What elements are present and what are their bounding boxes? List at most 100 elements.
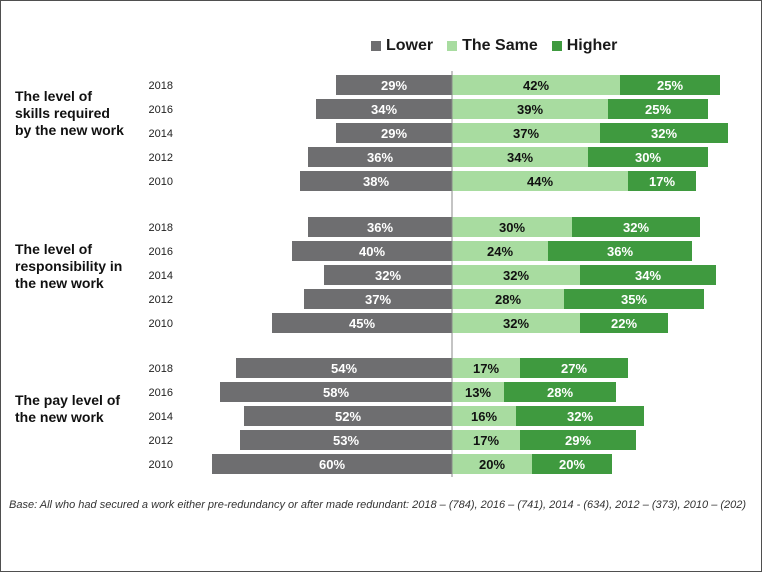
bar-label-lower: 36% <box>367 220 393 235</box>
bar-label-higher: 28% <box>547 385 573 400</box>
bar-same <box>452 289 564 309</box>
legend-item-higher: Higher <box>551 37 618 55</box>
bar-label-higher: 20% <box>559 457 585 472</box>
bar-same <box>452 171 628 191</box>
bar-label-lower: 53% <box>333 433 359 448</box>
bar-label-higher: 34% <box>635 268 661 283</box>
bar-higher <box>516 406 644 426</box>
bar-label-same: 17% <box>473 361 499 376</box>
bar-label-same: 42% <box>523 78 549 93</box>
bar-label-higher: 35% <box>621 292 647 307</box>
bar-higher <box>580 265 716 285</box>
bar-label-same: 34% <box>507 150 533 165</box>
bar-higher <box>628 171 696 191</box>
bar-label-same: 30% <box>499 220 525 235</box>
bar-label-same: 24% <box>487 244 513 259</box>
year-label: 2018 <box>149 80 173 92</box>
legend: Lower The Same Higher <box>371 37 617 55</box>
bar-lower <box>336 75 452 95</box>
year-label: 2014 <box>149 128 173 140</box>
legend-item-same: The Same <box>447 37 538 55</box>
bar-same <box>452 241 548 261</box>
bar-same <box>452 99 608 119</box>
year-label: 2014 <box>149 411 173 423</box>
year-label: 2014 <box>149 270 173 282</box>
legend-label-same: The Same <box>462 37 538 54</box>
bar-label-higher: 32% <box>567 409 593 424</box>
bar-label-higher: 32% <box>651 126 677 141</box>
bar-lower <box>292 241 452 261</box>
bar-lower <box>220 382 452 402</box>
legend-label-lower: Lower <box>386 37 434 54</box>
bar-lower <box>244 406 452 426</box>
bar-higher <box>548 241 692 261</box>
bar-same <box>452 454 532 474</box>
bar-lower <box>272 313 452 333</box>
legend-swatch-lower <box>371 41 381 51</box>
year-label: 2010 <box>149 176 173 188</box>
bar-lower <box>300 171 452 191</box>
bar-higher <box>532 454 612 474</box>
bar-label-lower: 60% <box>319 457 345 472</box>
year-label: 2018 <box>149 222 173 234</box>
bar-lower <box>212 454 452 474</box>
bar-same <box>452 382 504 402</box>
bar-label-lower: 40% <box>359 244 385 259</box>
bar-same <box>452 313 580 333</box>
legend-item-lower: Lower <box>371 37 433 55</box>
bar-label-higher: 25% <box>657 78 683 93</box>
bar-label-same: 32% <box>503 316 529 331</box>
bar-higher <box>588 147 708 167</box>
bar-label-same: 28% <box>495 292 521 307</box>
year-label: 2012 <box>149 435 173 447</box>
year-label: 2012 <box>149 152 173 164</box>
group-label-responsibility: The level of responsibility in the new w… <box>15 241 123 291</box>
bar-label-higher: 32% <box>623 220 649 235</box>
bar-same <box>452 430 520 450</box>
bar-lower <box>324 265 452 285</box>
legend-label-higher: Higher <box>566 37 618 54</box>
bar-same <box>452 147 588 167</box>
bar-same <box>452 265 580 285</box>
bar-label-lower: 29% <box>381 126 407 141</box>
bar-lower <box>236 358 452 378</box>
bar-lower <box>308 217 452 237</box>
year-label: 2010 <box>149 318 173 330</box>
bar-higher <box>608 99 708 119</box>
bar-same <box>452 406 516 426</box>
bar-label-higher: 25% <box>645 102 671 117</box>
bar-label-higher: 30% <box>635 150 661 165</box>
bar-same <box>452 123 600 143</box>
bar-lower <box>336 123 452 143</box>
bar-label-lower: 32% <box>375 268 401 283</box>
bar-lower <box>308 147 452 167</box>
bar-label-higher: 29% <box>565 433 591 448</box>
bar-label-higher: 17% <box>649 174 675 189</box>
group-label-skills: The level of skills required by the new … <box>15 88 124 138</box>
bar-label-lower: 58% <box>323 385 349 400</box>
bar-higher <box>504 382 616 402</box>
bar-label-lower: 52% <box>335 409 361 424</box>
bar-same <box>452 217 572 237</box>
bar-label-lower: 37% <box>365 292 391 307</box>
bar-label-lower: 54% <box>331 361 357 376</box>
year-label: 2016 <box>149 246 173 258</box>
bar-higher <box>520 430 636 450</box>
bar-label-same: 32% <box>503 268 529 283</box>
bar-label-higher: 27% <box>561 361 587 376</box>
bar-label-same: 13% <box>465 385 491 400</box>
year-label: 2018 <box>149 363 173 375</box>
year-label: 2016 <box>149 387 173 399</box>
bar-higher <box>520 358 628 378</box>
bar-label-same: 17% <box>473 433 499 448</box>
footnote: Base: All who had secured a work either … <box>9 499 747 511</box>
diverging-bar-chart: 2018 29% 42% 25% 2016 34% 39% 25% 2014 29% 37% 32% 2… <box>149 71 728 477</box>
legend-swatch-higher <box>551 41 562 51</box>
bar-label-higher: 22% <box>611 316 637 331</box>
bar-label-lower: 29% <box>381 78 407 93</box>
bar-lower <box>240 430 452 450</box>
bar-lower <box>304 289 452 309</box>
year-label: 2010 <box>149 459 173 471</box>
bar-label-same: 39% <box>517 102 543 117</box>
bar-label-same: 44% <box>527 174 553 189</box>
